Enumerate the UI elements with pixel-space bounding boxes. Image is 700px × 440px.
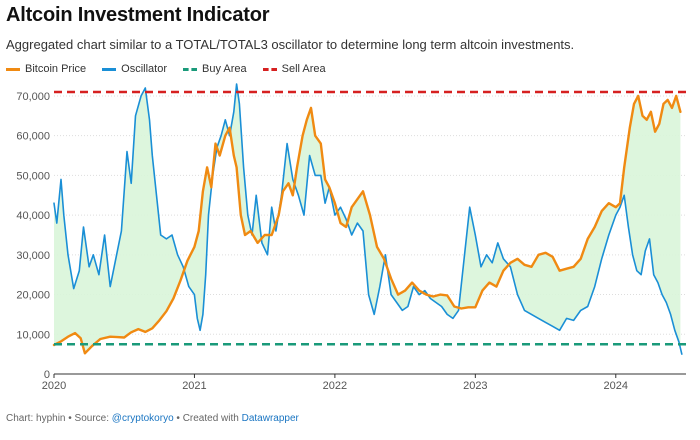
x-tick-label: 2023 [463, 380, 487, 392]
footer-source-link[interactable]: @cryptokoryo [111, 413, 174, 424]
y-tick-label: 20,000 [16, 290, 50, 302]
x-tick-label: 2024 [604, 380, 628, 392]
y-tick-label: 70,000 [16, 91, 50, 103]
legend-swatch-sell [262, 67, 277, 71]
y-tick-label: 0 [44, 369, 50, 381]
footer-sep-tool: • Created with [173, 413, 242, 424]
x-tick-label: 2021 [182, 380, 206, 392]
y-tick-label: 60,000 [16, 131, 50, 143]
y-tick-label: 10,000 [16, 329, 50, 341]
footer-tool-link[interactable]: Datawrapper [241, 413, 299, 424]
axes: 0 10,000 20,000 30,000 40,000 50,000 60,000 70,… [16, 91, 628, 392]
legend-label-bitcoin: Bitcoin Price [25, 63, 87, 75]
legend-label-sell: Sell Area [281, 63, 326, 75]
legend-item-oscillator: Oscillator [102, 63, 167, 75]
footer-sep-source: • Source: [65, 413, 112, 424]
fill-between-series [54, 84, 681, 354]
fill-area [54, 84, 681, 354]
legend-item-buy: Buy Area [182, 63, 247, 75]
y-tick-label: 50,000 [16, 170, 50, 182]
chart-title: Altcoin Investment Indicator [6, 4, 270, 26]
legend: Bitcoin Price Oscillator Buy Area Sell A… [6, 63, 342, 75]
legend-item-sell: Sell Area [262, 63, 326, 75]
y-tick-label: 30,000 [16, 250, 50, 262]
legend-item-bitcoin: Bitcoin Price [6, 63, 86, 75]
bitcoin-price-line [52, 94, 682, 355]
legend-label-buy: Buy Area [201, 63, 247, 75]
y-tick-label: 40,000 [16, 210, 50, 222]
legend-swatch-bitcoin [6, 67, 20, 71]
level-lines [54, 90, 686, 346]
legend-swatch-oscillator [102, 67, 117, 71]
x-tick-label: 2022 [323, 380, 347, 392]
legend-label-oscillator: Oscillator [121, 63, 167, 75]
footer-chart-label: Chart: hyphin [6, 413, 66, 424]
chart-subtitle: Aggregated chart similar to a TOTAL/TOTA… [6, 37, 575, 52]
footer: Chart: hyphin • Source: @cryptokoryo • C… [6, 413, 299, 424]
x-tick-label: 2020 [42, 380, 66, 392]
legend-swatch-buy [182, 67, 197, 71]
series-lines [52, 83, 683, 355]
